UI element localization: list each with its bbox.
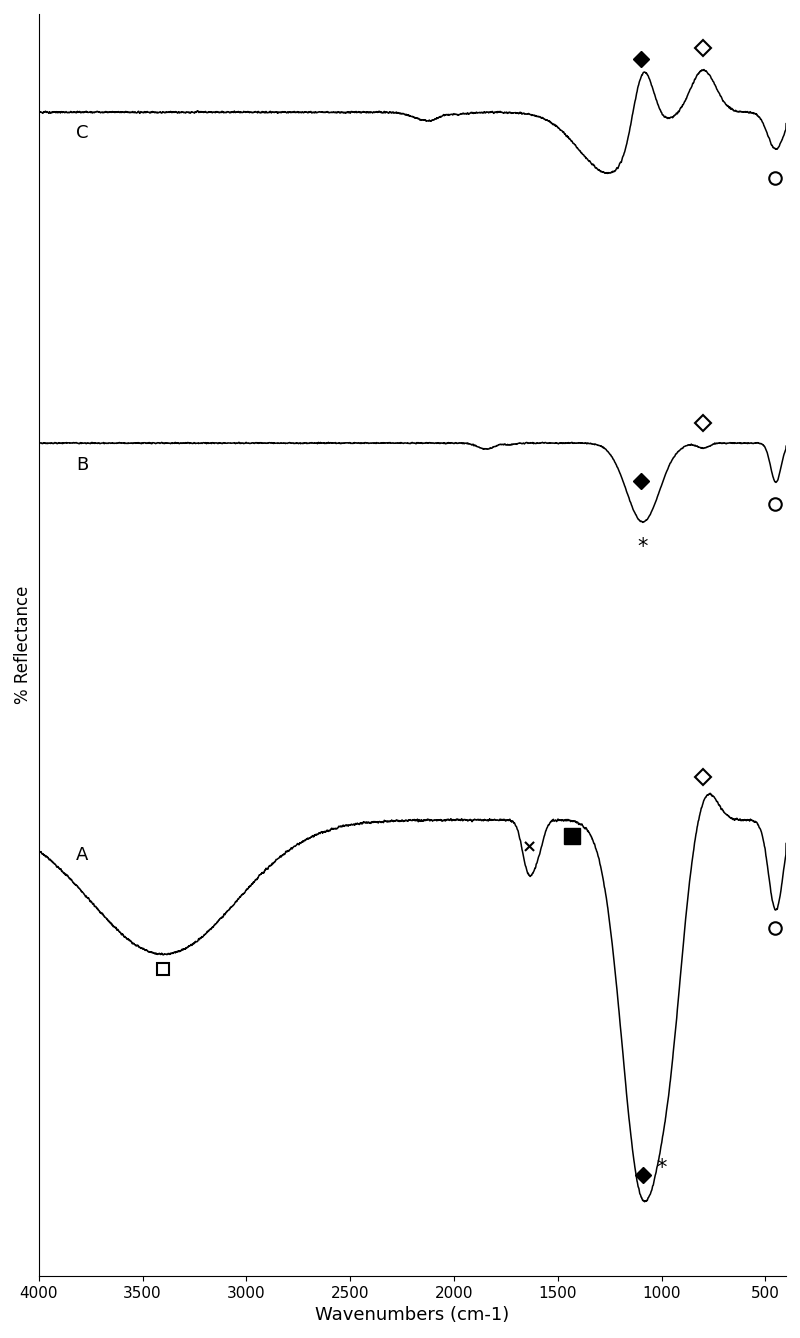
X-axis label: Wavenumbers (cm-1): Wavenumbers (cm-1) [315,1306,510,1325]
Text: *: * [656,1159,666,1179]
Text: C: C [76,124,89,142]
Y-axis label: % Reflectance: % Reflectance [14,586,32,704]
Text: A: A [76,846,89,864]
Text: $\mathbf{\times}$: $\mathbf{\times}$ [522,838,536,856]
Text: *: * [638,538,648,557]
Text: B: B [76,455,89,474]
